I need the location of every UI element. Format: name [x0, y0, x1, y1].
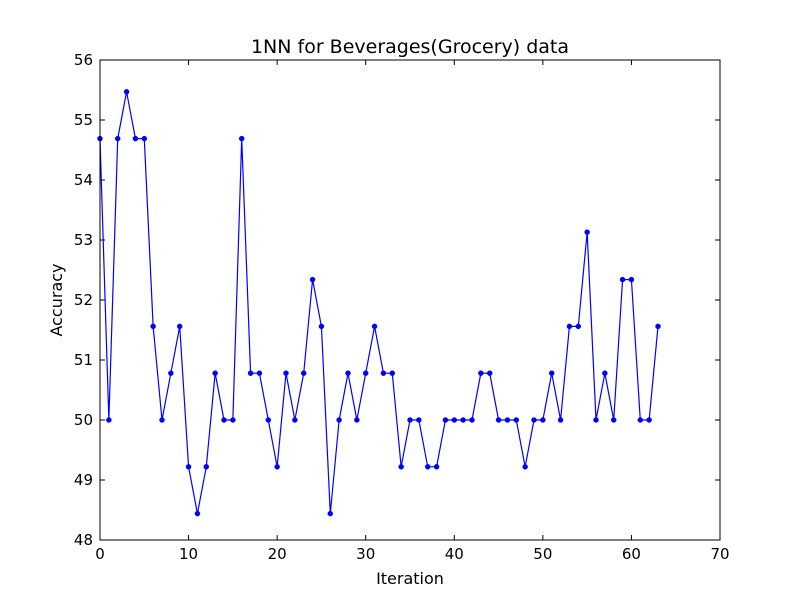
data-point [424, 464, 431, 470]
data-point [566, 323, 573, 330]
data-point [265, 417, 272, 423]
data-point [168, 370, 174, 376]
data-point [221, 417, 227, 423]
data-point [584, 229, 590, 235]
data-point [141, 135, 148, 142]
chart-title: 1NN for Beverages(Grocery) data [251, 36, 569, 58]
data-point [327, 510, 334, 517]
data-point [247, 370, 254, 376]
data-point [593, 417, 599, 423]
plot-area: 0 10 20 30 40 50 60 70 48 49 50 51 52 53 54 55 56 [74, 51, 730, 563]
data-point [123, 89, 130, 95]
data-point [203, 464, 210, 470]
data-point [274, 464, 280, 470]
x-axis-label: Iteration [376, 569, 444, 588]
data-point [354, 417, 360, 423]
data-point [212, 370, 218, 376]
data-point [256, 370, 263, 376]
data-point [513, 417, 520, 423]
data-point [433, 464, 440, 470]
y-tick-label: 48 [74, 531, 93, 549]
data-point [478, 370, 484, 376]
data-point [292, 417, 298, 423]
data-point [150, 323, 156, 330]
data-point [345, 370, 351, 376]
data-point [619, 276, 626, 283]
x-tick-label: 10 [179, 545, 198, 563]
y-axis-label: Accuracy [47, 263, 66, 336]
data-point [602, 370, 608, 376]
data-point [283, 370, 289, 376]
data-point [362, 370, 369, 376]
y-tick-label: 56 [74, 51, 93, 69]
x-tick-label: 40 [445, 545, 464, 563]
y-tick-label: 52 [74, 291, 93, 309]
data-point [238, 135, 245, 142]
y-tick-label: 49 [74, 471, 93, 489]
data-point [548, 370, 555, 376]
data-point [504, 417, 511, 423]
data-point [380, 370, 387, 376]
data-point [442, 417, 449, 423]
data-point [176, 323, 183, 330]
data-point [575, 323, 582, 330]
y-tick-label: 53 [74, 231, 93, 249]
data-point [451, 417, 458, 423]
data-point [132, 135, 139, 142]
data-point [407, 417, 413, 423]
axes-frame [99, 59, 721, 541]
data-point [159, 417, 165, 423]
x-tick-label: 30 [356, 545, 375, 563]
data-point [300, 370, 307, 376]
data-point [486, 370, 493, 376]
data-point [460, 417, 466, 423]
data-point [531, 417, 537, 423]
x-tick-label: 70 [710, 545, 729, 563]
data-point [522, 464, 528, 470]
x-tick-label: 50 [533, 545, 552, 563]
data-point [540, 417, 546, 423]
data-point [230, 417, 236, 423]
data-point [416, 417, 422, 423]
y-tick-label: 51 [74, 351, 93, 369]
data-point [637, 417, 644, 423]
data-point [318, 323, 325, 330]
data-point [646, 417, 652, 423]
data-point [106, 417, 112, 423]
y-tick-label: 50 [74, 411, 93, 429]
data-point [185, 464, 192, 470]
data-point [194, 510, 201, 517]
data-point [610, 417, 617, 423]
series-line [99, 91, 659, 514]
data-point [628, 276, 635, 283]
y-tick-label: 54 [74, 171, 93, 189]
data-point [371, 323, 378, 330]
data-point [389, 370, 396, 376]
data-point [469, 417, 475, 423]
x-tick-label: 0 [95, 545, 105, 563]
x-tick-label: 20 [268, 545, 287, 563]
data-point [336, 417, 342, 423]
data-point [655, 323, 661, 330]
data-point [114, 135, 121, 142]
x-tick-label: 60 [622, 545, 641, 563]
data-point [309, 276, 316, 283]
y-tick-label: 55 [74, 111, 93, 129]
data-point [557, 417, 564, 423]
data-point [495, 417, 502, 423]
data-point [398, 464, 404, 470]
